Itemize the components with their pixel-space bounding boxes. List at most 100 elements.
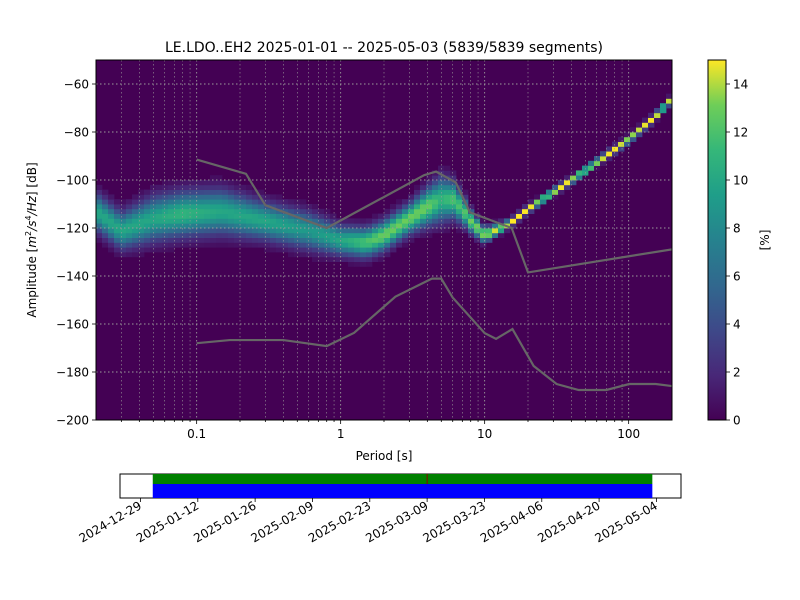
heatmap-cell [450,194,457,200]
heatmap-cell [462,204,469,210]
heatmap-cell [384,223,391,229]
heatmap-cell [186,194,193,200]
heatmap-cell [426,208,433,214]
heatmap-cell [486,237,493,243]
heatmap-cell [120,237,127,243]
heatmap-cell [534,204,541,210]
y-tick-label: −140 [56,270,89,284]
heatmap-cell [222,237,229,243]
heatmap-cell [270,218,277,224]
heatmap-cell [342,232,349,238]
heatmap-cell [240,218,247,224]
heatmap-cell [96,237,103,243]
ppsd-plot-area: 0.1 1 10 100 −60 −80 −100 −120 −140 −160 −180 −200 [56,59,673,441]
heatmap-cell [558,180,565,186]
heatmap-cell [270,232,277,238]
heatmap-cell [282,208,289,214]
heatmap-cell [390,247,397,253]
heatmap-cell [138,247,145,253]
heatmap-cell [108,204,115,210]
heatmap-cell [294,208,301,214]
heatmap-cell [366,232,373,238]
heatmap-cell [210,184,217,190]
heatmap-cell [186,218,193,224]
heatmap-cell [390,228,397,234]
y-tick-label: −120 [56,222,89,236]
heatmap-cell [498,223,505,229]
heatmap-cell [192,218,199,224]
heatmap-cell [420,199,427,205]
heatmap-cell [330,252,337,258]
heatmap-cell [198,223,205,229]
heatmap-cell [342,223,349,229]
heatmap-cell [414,204,421,210]
heatmap-cell [312,204,319,210]
heatmap-cell [126,237,133,243]
heatmap-cell [528,204,535,210]
heatmap-cell [474,223,481,229]
heatmap-cell [150,223,157,229]
heatmap-cell [258,223,265,229]
heatmap-cell [276,218,283,224]
heatmap-cell [444,165,451,171]
heatmap-cell [336,237,343,243]
heatmap-cell [282,223,289,229]
high-noise-model-line [196,158,672,274]
heatmap-cell [216,204,223,210]
heatmap-cell [252,213,259,219]
heatmap-cell [468,218,475,224]
heatmap-cell [210,237,217,243]
heatmap-cell [282,232,289,238]
heatmap-cell [384,228,391,234]
heatmap-cell [186,208,193,214]
heatmap-cell [654,108,661,114]
heatmap-cell [132,242,139,248]
heatmap-cell [258,232,265,238]
heatmap-cell [564,184,571,190]
heatmap-cell [120,228,127,234]
heatmap-cell [288,247,295,253]
date-tick-label: 2025-04-06 [478,498,545,545]
heatmap-cell [642,117,649,123]
heatmap-cell [204,199,211,205]
heatmap-cell [264,213,271,219]
heatmap-cell [378,242,385,248]
heatmap-cell [192,180,199,186]
heatmap-cell [552,189,559,195]
heatmap-cell [150,204,157,210]
heatmap-cell [396,213,403,219]
heatmap-cell [228,204,235,210]
heatmap-cell [198,208,205,214]
heatmap-cell [324,247,331,253]
date-tick-label: 2025-05-04 [593,498,660,545]
heatmap-cell [570,175,577,181]
heatmap-cell [468,213,475,219]
heatmap-cell [96,184,103,190]
heatmap-cell [156,213,163,219]
heatmap-cell [306,208,313,214]
heatmap-cell [120,208,127,214]
heatmap-cell [108,232,115,238]
heatmap-cell [162,218,169,224]
heatmap-cell [390,208,397,214]
heatmap-cell [264,223,271,229]
heatmap-cell [438,175,445,181]
heatmap-cell [438,204,445,210]
heatmap-cell [138,208,145,214]
heatmap-cell [336,252,343,258]
heatmap-cell [228,242,235,248]
heatmap-cell [282,237,289,243]
heatmap-cell [114,247,121,253]
heatmap-cell [144,223,151,229]
heatmap-cell [228,194,235,200]
heatmap-cell [174,213,181,219]
heatmap-cell [114,218,121,224]
heatmap-cell [234,194,241,200]
heatmap-cell [162,223,169,229]
colorbar-gradient [707,59,727,421]
heatmap-cell [132,204,139,210]
heatmap-cell [654,117,661,123]
heatmap-cell [408,204,415,210]
heatmap-cell [642,122,649,128]
heatmap-cell [126,242,133,248]
